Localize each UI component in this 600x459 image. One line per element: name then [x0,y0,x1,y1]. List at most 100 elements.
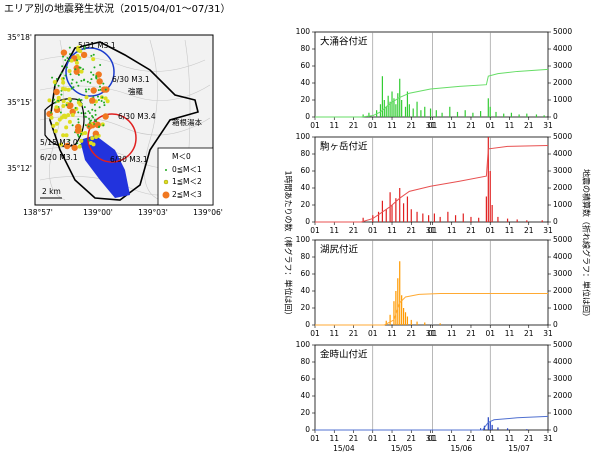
map-annotation: 6/30 M3.1 [110,155,148,164]
epicenter [52,79,57,84]
epicenter [77,135,80,138]
x-tick-label: 21 [524,226,534,235]
scale-label: 2 km [42,187,61,196]
x-month-label: 15/05 [391,444,413,453]
bar [456,111,459,117]
epicenter [55,77,58,80]
epicenter [95,77,98,80]
x-tick-label: 11 [329,434,339,443]
bar [410,319,412,325]
epicenter [97,99,100,102]
epicenter [77,121,80,124]
epicenter [69,108,76,116]
epicenter [104,88,107,91]
epicenter [84,88,87,91]
bar [385,320,387,325]
bar [393,301,395,325]
epicenter [94,134,99,139]
epicenter [57,99,60,102]
bar [491,424,493,430]
epicenter [92,130,100,137]
epicenter [65,104,68,107]
y2-tick-label: 1000 [553,408,572,417]
x-tick-label: 21 [466,434,476,443]
y-tick-label: 0 [305,425,310,434]
epicenter [84,124,87,127]
y2-tick-label: 0 [553,217,558,226]
epicenter [91,57,96,62]
epicenter [76,59,79,62]
epicenter [97,89,100,92]
epicenter [76,133,79,136]
x-tick-label: 01 [368,329,378,338]
epicenter [64,142,71,150]
bar [389,101,391,117]
y-tick-label: 80 [300,357,310,366]
epicenter [70,113,75,118]
epicenter [63,115,68,120]
epicenter [89,119,92,122]
epicenter [66,56,69,59]
bar [385,106,387,117]
x-tick-label: 01 [428,226,438,235]
map-annotation: 6/20 M3.1 [40,153,78,162]
bar [391,91,393,117]
x-tick-label: 31 [543,121,553,130]
epicenter [88,121,91,124]
epicenter [60,93,63,96]
x-tick-label: 01 [310,434,320,443]
epicenter [97,126,100,129]
bar [503,113,505,117]
epicenter [102,124,105,127]
bar [422,213,424,222]
epicenter [77,56,82,61]
lat-label: 35°12' [7,164,32,173]
lat-label: 35°18' [7,33,32,42]
x-tick-label: 01 [428,329,438,338]
y2-axis-label: 地震の積算数（折れ線グラフ：単位は回） [582,169,592,321]
bar [420,110,422,117]
map-place: 箱根湯本 [172,117,202,127]
x-tick-label: 11 [505,226,515,235]
x-tick-label: 11 [387,329,397,338]
bar [401,295,403,325]
x-tick-label: 01 [485,329,495,338]
legend-label: M＜0 [172,152,191,161]
epicenter [78,66,81,69]
bar [397,93,399,117]
epicenter [60,86,65,91]
y2-tick-label: 5000 [553,235,572,244]
bar [362,114,364,117]
x-tick-label: 11 [505,329,515,338]
map-place: 強羅 [128,86,143,96]
epicenter [87,88,90,91]
bar [399,188,401,222]
bar [395,104,397,117]
area-circle [87,113,137,163]
y2-tick-label: 1000 [553,200,572,209]
bar [399,261,401,325]
bar [485,196,487,222]
epicenter [80,132,83,135]
epicenter [89,97,96,104]
epicenter [69,58,74,63]
epicenter [96,95,99,98]
epicenter [90,78,93,81]
x-tick-label: 31 [426,226,436,235]
epicenter [80,112,83,115]
x-tick-label: 21 [407,226,417,235]
epicenter [80,98,83,101]
bar [404,312,407,325]
y2-tick-label: 1000 [553,303,572,312]
y2-tick-label: 5000 [553,27,572,36]
y-tick-label: 20 [300,408,310,417]
y2-tick-label: 0 [553,112,558,121]
x-tick-label: 11 [387,121,397,130]
epicenter [80,51,88,59]
panel-title: 湖尻付近 [320,244,359,256]
x-tick-label: 11 [505,434,515,443]
epicenter [88,139,91,142]
x-tick-label: 01 [310,121,320,130]
y-tick-label: 100 [296,235,311,244]
